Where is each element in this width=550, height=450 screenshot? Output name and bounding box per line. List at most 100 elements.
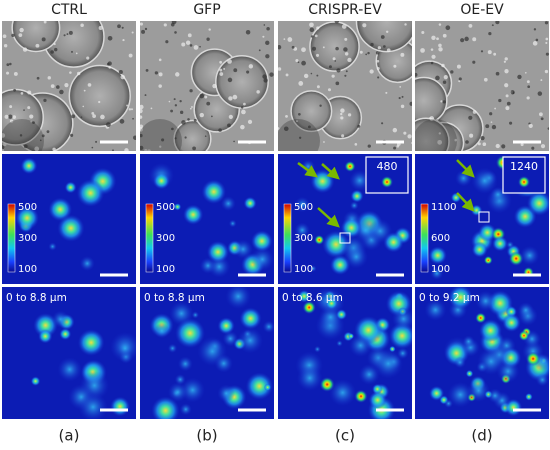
granule	[503, 60, 506, 63]
granule	[376, 67, 380, 70]
colorbar-tick-label: 300	[294, 233, 313, 244]
signal	[225, 287, 251, 310]
signal	[48, 242, 57, 251]
signal	[297, 289, 311, 303]
signal	[424, 298, 447, 321]
signal	[237, 327, 263, 354]
granule	[128, 108, 132, 111]
signal	[220, 196, 236, 211]
granule	[11, 33, 15, 37]
granule	[454, 138, 457, 142]
granule	[12, 115, 17, 119]
granule	[340, 116, 344, 120]
granule	[354, 143, 358, 146]
granule	[458, 77, 462, 81]
granule	[56, 85, 60, 89]
signal	[454, 356, 466, 369]
granule	[223, 67, 226, 70]
colorbar-tick-label: 300	[156, 233, 175, 244]
granule	[494, 107, 497, 110]
depth-label: 0 to 8.6 µm	[282, 292, 343, 304]
granule	[456, 64, 461, 69]
granule	[430, 61, 434, 65]
granule	[298, 112, 301, 116]
granule	[2, 145, 5, 150]
granule	[335, 46, 339, 51]
granule	[120, 74, 126, 80]
granule	[13, 71, 18, 76]
colorbar-tick-label: 500	[18, 202, 37, 213]
signal	[325, 297, 338, 310]
signal	[191, 311, 200, 319]
granule	[132, 117, 134, 120]
granule	[158, 84, 162, 88]
granule	[278, 45, 282, 50]
granule	[6, 71, 10, 75]
granule	[128, 53, 133, 58]
granule	[524, 71, 527, 74]
signal	[201, 179, 227, 204]
granule	[124, 148, 129, 151]
arrow	[456, 192, 475, 212]
signal	[462, 335, 475, 348]
signal	[368, 218, 393, 244]
granule	[544, 69, 549, 74]
signal	[262, 320, 274, 333]
arrow	[321, 163, 340, 180]
granule	[517, 74, 522, 80]
granule	[404, 23, 407, 26]
granule	[117, 24, 121, 29]
signal	[344, 160, 356, 172]
signal	[294, 222, 310, 238]
signal	[525, 351, 541, 367]
granule	[477, 142, 481, 146]
granule	[70, 50, 73, 53]
shadow	[278, 119, 320, 151]
signal	[250, 247, 274, 271]
granule	[32, 121, 35, 125]
granule	[506, 101, 511, 106]
column-header: GFP	[193, 2, 220, 18]
signal	[33, 313, 58, 338]
granule	[228, 114, 233, 119]
signal	[392, 307, 412, 331]
signal	[57, 357, 82, 382]
granule	[126, 104, 129, 107]
granule	[495, 71, 500, 76]
granule	[46, 130, 50, 134]
granule	[140, 104, 144, 110]
granule	[472, 60, 476, 64]
granule	[369, 69, 374, 74]
granule	[381, 122, 384, 125]
granule	[385, 91, 388, 94]
signal	[57, 214, 85, 242]
arrow	[297, 161, 319, 178]
granule	[246, 70, 250, 74]
granule	[263, 78, 268, 83]
signal	[183, 204, 204, 225]
granule	[100, 114, 105, 120]
granule	[34, 146, 40, 151]
granule	[312, 46, 317, 51]
granule	[122, 38, 125, 42]
granule	[144, 27, 148, 31]
granule	[436, 37, 439, 41]
granule	[59, 89, 64, 95]
granule	[540, 144, 546, 149]
cell	[290, 90, 333, 133]
granule	[54, 47, 58, 52]
granule	[80, 116, 83, 118]
granule	[8, 114, 13, 119]
arrow	[317, 207, 340, 228]
colorbar	[7, 203, 16, 273]
granule	[232, 94, 238, 100]
granule	[87, 83, 92, 87]
granule	[210, 115, 213, 118]
granule	[181, 42, 186, 47]
signal	[502, 313, 521, 332]
granule	[108, 66, 112, 69]
arrow	[456, 159, 475, 178]
granule	[140, 133, 143, 138]
granule	[298, 136, 302, 139]
